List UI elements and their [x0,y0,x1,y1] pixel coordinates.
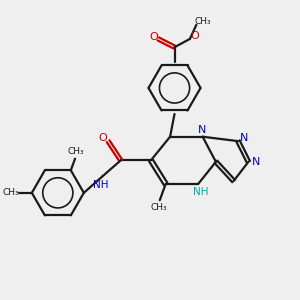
Text: N: N [240,133,249,143]
Text: CH₃: CH₃ [195,17,211,26]
Text: O: O [98,133,107,143]
Text: NH: NH [93,180,108,190]
Text: O: O [191,31,200,41]
Text: O: O [149,32,158,42]
Text: CH₃: CH₃ [2,188,19,197]
Text: CH₃: CH₃ [151,203,167,212]
Text: N: N [252,158,260,167]
Text: CH₃: CH₃ [68,147,84,156]
Text: N: N [198,125,206,135]
Text: NH: NH [193,187,208,197]
